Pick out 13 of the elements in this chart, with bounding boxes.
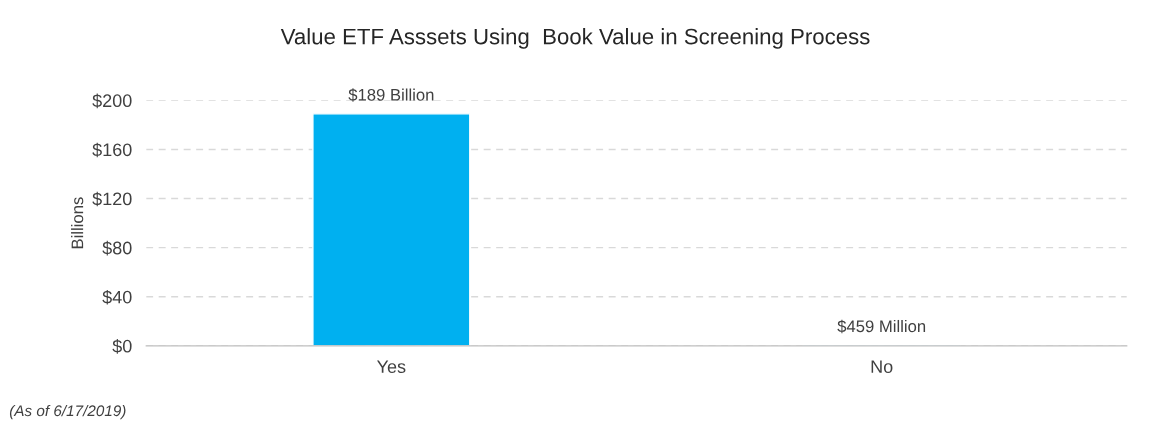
text: (As of 6/17/2019) xyxy=(9,404,126,420)
y-tick-label: $160 xyxy=(92,142,132,158)
y-tick-label: $80 xyxy=(102,240,132,256)
y-tick-label: $200 xyxy=(92,93,132,109)
x-tick-label: No xyxy=(871,360,893,374)
text: $189 Billion xyxy=(348,88,434,102)
y-axis-title: Billions xyxy=(71,197,84,249)
y-tick-label: $0 xyxy=(112,339,132,354)
x-tick-label: Yes xyxy=(377,360,406,374)
y-tick-label: $120 xyxy=(92,191,132,207)
chart-title: Value ETF Asssets Using Book Value in Screening Process xyxy=(280,28,870,49)
text: $459 Million xyxy=(837,319,926,334)
y-tick-label: $40 xyxy=(102,289,132,305)
